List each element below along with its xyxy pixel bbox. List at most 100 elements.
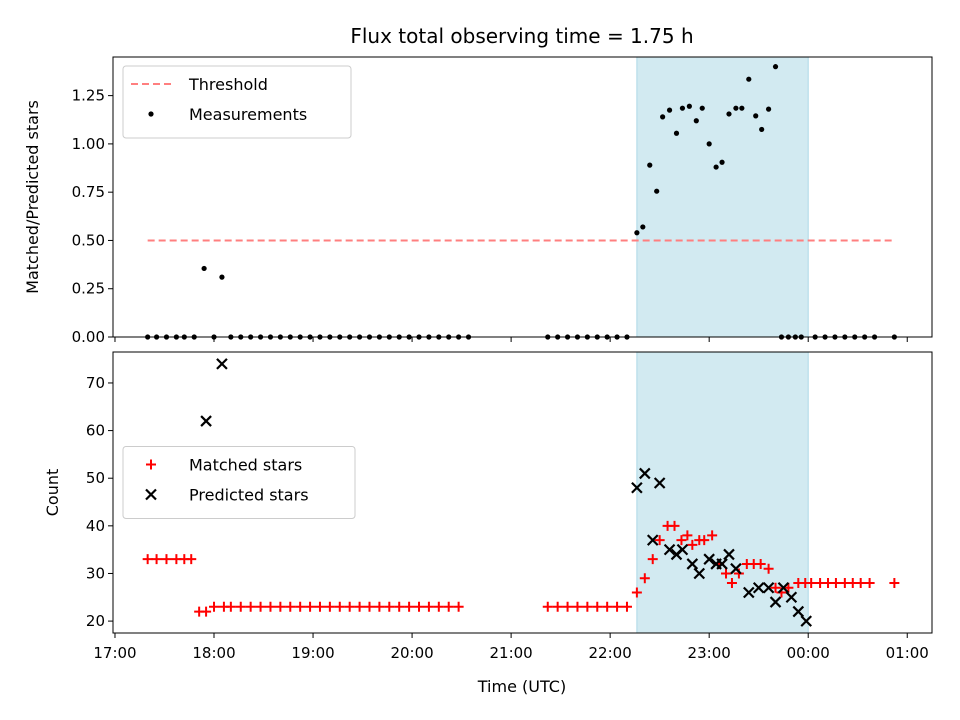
data-point — [707, 530, 718, 541]
data-point — [686, 558, 699, 570]
y-tick-label: 20 — [86, 612, 105, 630]
data-point — [647, 162, 653, 168]
data-point — [225, 601, 236, 612]
data-point — [676, 543, 689, 556]
data-point — [693, 118, 699, 124]
data-point — [433, 601, 444, 612]
data-point — [777, 581, 790, 594]
data-point — [364, 601, 375, 612]
data-point — [142, 554, 153, 565]
data-point — [394, 601, 405, 612]
data-point — [384, 601, 395, 612]
data-point — [275, 601, 286, 612]
data-point — [572, 601, 583, 612]
data-point — [245, 601, 256, 612]
x-tick-label: 01:00 — [886, 644, 929, 662]
data-point — [324, 601, 335, 612]
data-point — [730, 562, 742, 575]
data-point — [706, 141, 712, 147]
data-point — [855, 577, 866, 588]
data-point — [305, 601, 316, 612]
data-point — [646, 534, 659, 546]
data-point — [634, 230, 640, 236]
data-point — [752, 581, 765, 594]
data-point — [772, 64, 779, 70]
data-point — [186, 554, 197, 565]
x-tick-label: 20:00 — [390, 644, 433, 662]
data-point — [404, 601, 415, 612]
highlight-span — [636, 351, 809, 634]
data-point — [746, 76, 752, 82]
x-tick-label: 23:00 — [688, 644, 731, 662]
data-point — [235, 601, 246, 612]
data-point — [743, 586, 755, 599]
data-point — [654, 188, 660, 194]
y-tick-label: 0.00 — [72, 328, 105, 346]
data-point — [889, 577, 900, 588]
data-point — [354, 601, 365, 612]
data-point — [285, 601, 296, 612]
data-point — [265, 601, 276, 612]
data-point — [653, 477, 666, 489]
y-tick-label: 60 — [86, 422, 105, 440]
data-point — [739, 105, 745, 111]
x-axis-label: Time (UTC) — [477, 677, 566, 696]
data-point — [762, 581, 775, 594]
series-matched-stars — [142, 520, 900, 617]
data-point — [755, 558, 766, 569]
data-point — [864, 577, 875, 588]
legend-swatch — [148, 111, 154, 117]
data-point — [453, 601, 464, 612]
data-point — [443, 601, 454, 612]
series-predicted-stars — [200, 358, 813, 627]
data-point — [562, 601, 573, 612]
data-point — [639, 467, 651, 480]
data-point — [759, 126, 765, 133]
data-point — [733, 105, 739, 111]
data-point — [770, 582, 781, 593]
data-point — [295, 601, 306, 612]
data-point — [716, 558, 728, 570]
data-point — [200, 415, 212, 427]
data-point — [631, 481, 643, 494]
data-point — [660, 114, 666, 120]
y-tick-label: 30 — [86, 564, 105, 582]
top-panel: 0.00 0.25 0.50 0.75 1.00 1.25 Matched/Predicte… — [23, 56, 933, 346]
data-point — [676, 535, 687, 546]
data-point — [542, 601, 553, 612]
data-point — [201, 606, 212, 617]
x-tick-label: 18:00 — [192, 644, 235, 662]
data-point — [719, 159, 725, 165]
data-point — [830, 577, 841, 588]
data-point — [723, 548, 735, 561]
data-point — [334, 601, 345, 612]
data-point — [314, 601, 325, 612]
data-point — [753, 113, 759, 119]
data-point — [693, 567, 706, 580]
data-point — [666, 107, 673, 113]
data-point — [669, 520, 680, 531]
highlight-span — [636, 56, 809, 338]
data-point — [783, 582, 794, 593]
data-point — [647, 554, 658, 565]
data-point — [592, 601, 603, 612]
x-tick-label: 19:00 — [291, 644, 334, 662]
data-point — [151, 554, 162, 565]
y-tick-label: 70 — [86, 374, 105, 392]
x-tick-label: 17:00 — [93, 644, 136, 662]
data-point — [654, 535, 665, 546]
y-tick-label: 0.75 — [72, 183, 105, 201]
x-tick-label: 22:00 — [589, 644, 632, 662]
legend-swatch — [145, 488, 157, 501]
data-point — [612, 601, 623, 612]
data-point — [602, 601, 613, 612]
axes-frame — [112, 351, 933, 634]
y-axis-label: Count — [43, 469, 62, 517]
data-point — [209, 601, 220, 612]
data-point — [201, 265, 207, 272]
x-tick-label: 21:00 — [489, 644, 532, 662]
data-point — [414, 601, 425, 612]
data-point — [721, 568, 732, 579]
data-point — [765, 106, 772, 112]
